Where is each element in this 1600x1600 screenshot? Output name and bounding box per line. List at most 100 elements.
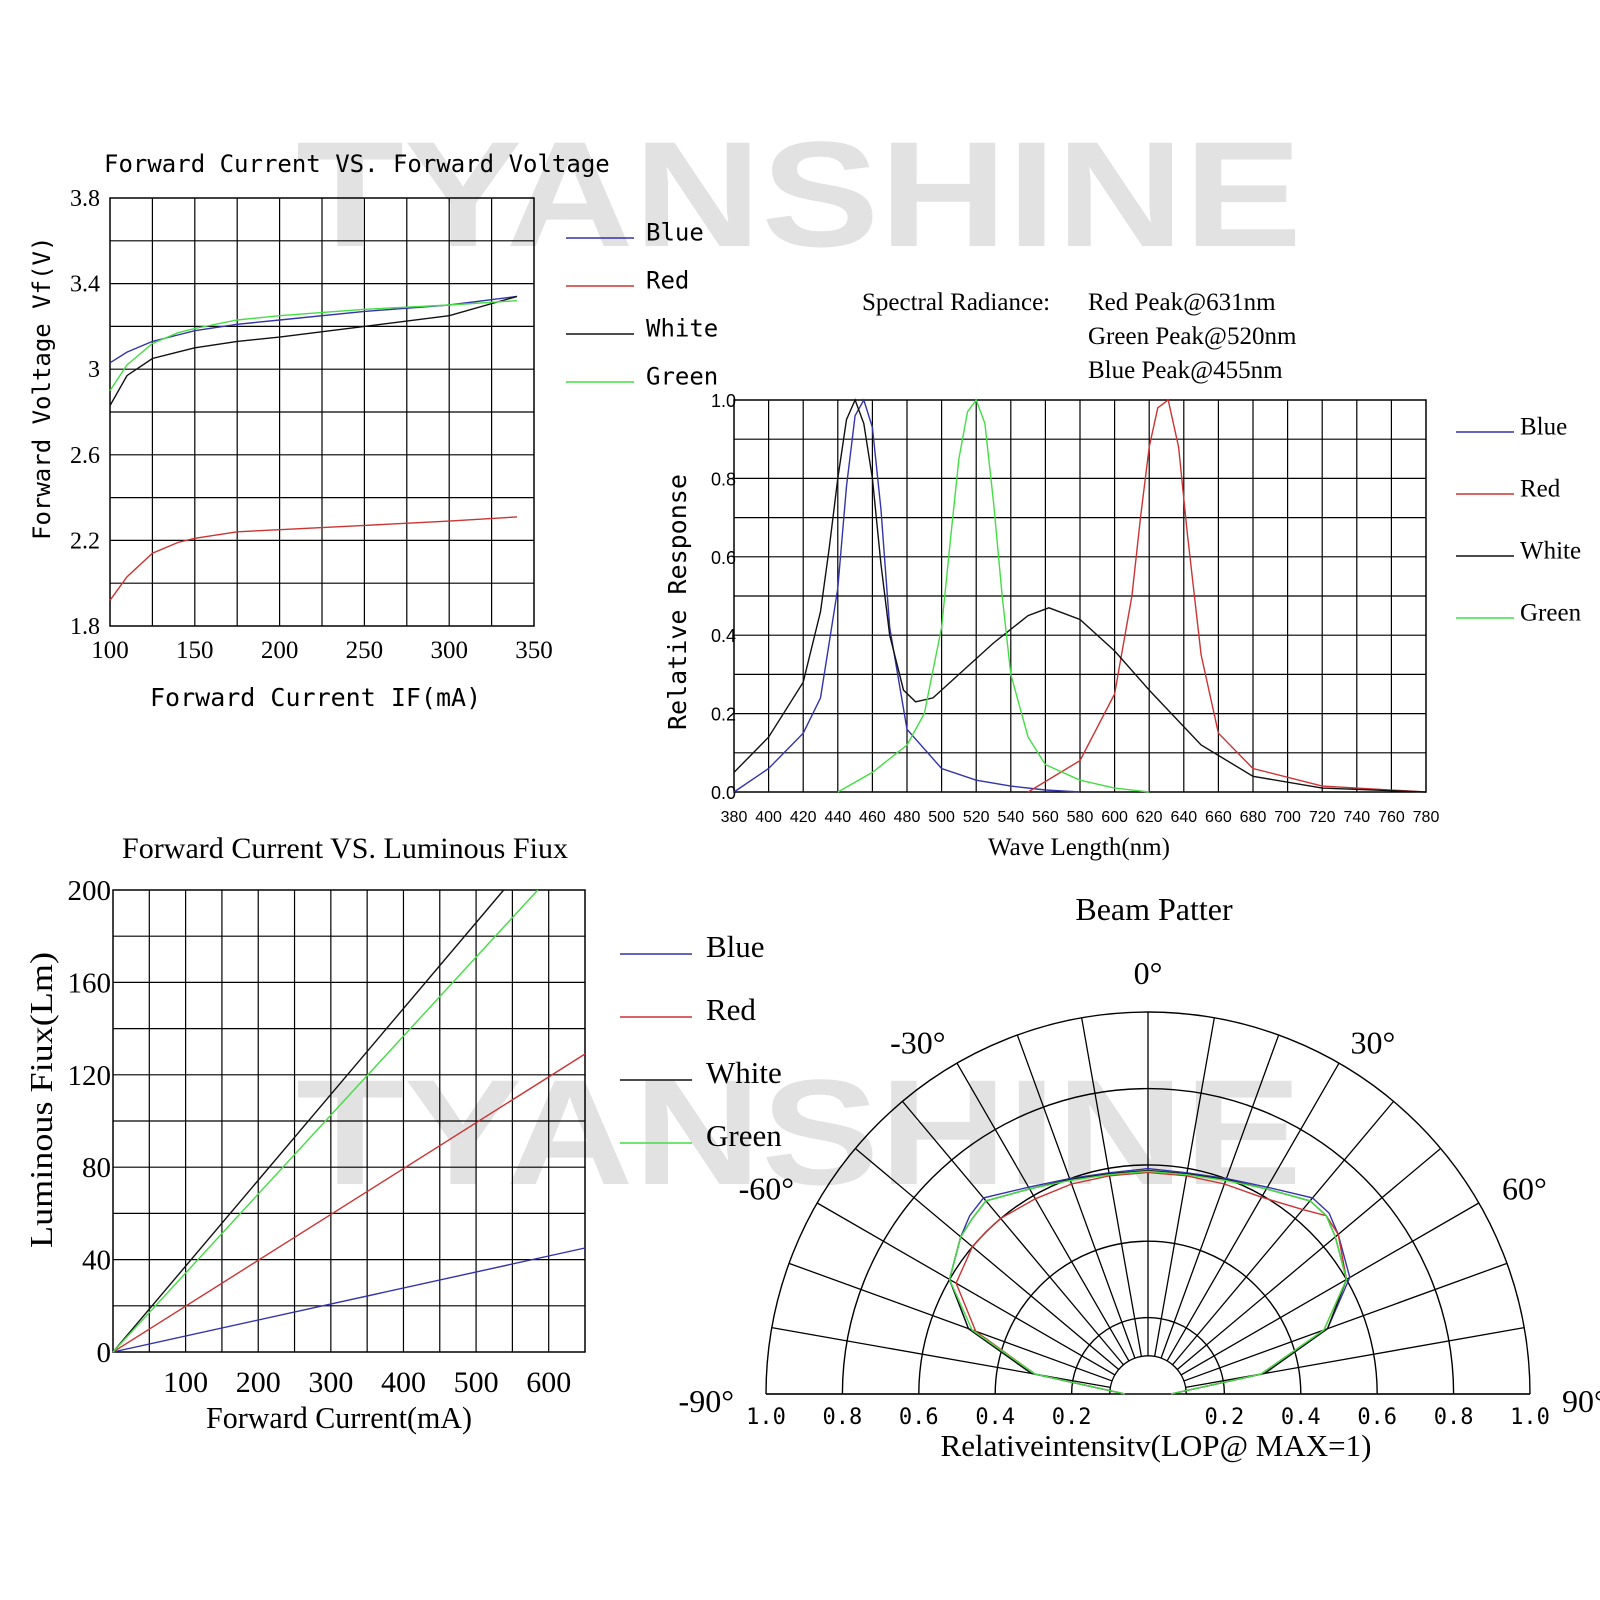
chart-spectral-grid [734, 400, 1426, 792]
chart-flux-xlabel: Forward Current(mA) [206, 1400, 472, 1435]
legend-label-blue: Blue [646, 218, 704, 246]
x-tick-label: 100 [163, 1366, 208, 1399]
beam-radial-tick: 0.8 [1434, 1405, 1474, 1430]
x-tick-label: 150 [176, 637, 214, 664]
beam-radial-tick: 1.0 [746, 1405, 786, 1430]
beam-radial-tick: 0.8 [823, 1405, 863, 1430]
beam-grid-spoke [1176, 1147, 1442, 1370]
x-tick-label: 250 [346, 637, 384, 664]
legend-label-red: Red [646, 266, 689, 294]
y-tick-label: 0.6 [711, 548, 736, 568]
beam-angle-label: 90° [1562, 1383, 1600, 1419]
x-tick-label: 400 [755, 809, 782, 826]
beam-grid-spoke [1153, 1017, 1215, 1357]
chart-flux-grid [113, 890, 585, 1352]
chart-beam-title: Beam Patter [1075, 891, 1233, 927]
y-tick-label: 1.8 [70, 614, 100, 640]
beam-grid-spoke [771, 1327, 1111, 1389]
y-tick-label: 3 [88, 357, 100, 383]
chart-spectral-radiance: Spectral Radiance: Red Peak@631nm Green … [663, 289, 1582, 861]
x-tick-label: 600 [526, 1366, 571, 1399]
series-line-blue [109, 295, 518, 364]
chart-flux-legend: Blue Red White Green [620, 929, 782, 1153]
x-tick-label: 380 [721, 809, 748, 826]
beam-series-red [955, 1171, 1348, 1395]
chart-spectral-peak-blue: Blue Peak@455nm [1088, 357, 1283, 384]
series-line-white [109, 295, 518, 406]
series-line-red [112, 1053, 586, 1353]
chart-vf-x-ticks: 100 150 200 250 300 350 [91, 637, 553, 664]
chart-flux-ylabel: Luminous Fiux(Lm) [23, 952, 59, 1248]
y-tick-label: 3.8 [70, 186, 100, 212]
beam-angle-label: -90° [679, 1383, 734, 1419]
x-tick-label: 460 [859, 809, 886, 826]
x-tick-label: 780 [1413, 809, 1440, 826]
beam-angle-label: 30° [1350, 1024, 1395, 1060]
y-tick-label: 3.4 [70, 272, 100, 298]
watermark-top: TYANSHINE [296, 110, 1302, 278]
x-tick-label: 620 [1136, 809, 1163, 826]
legend-label-green: Green [646, 362, 718, 390]
beam-grid-spoke [1180, 1202, 1480, 1376]
x-tick-label: 560 [1032, 809, 1059, 826]
x-tick-label: 480 [894, 809, 921, 826]
legend-label-red: Red [706, 992, 756, 1027]
x-tick-label: 200 [261, 637, 299, 664]
chart-vf-ylabel: Forward Voltage Vf(V) [28, 237, 56, 540]
series-line-blue [733, 398, 1081, 793]
chart-flux-series [112, 889, 586, 1353]
beam-angle-label: 60° [1502, 1171, 1547, 1207]
beam-grid-spoke [1183, 1262, 1508, 1382]
y-tick-label: 0 [97, 1337, 112, 1369]
series-line-green [109, 300, 518, 391]
y-tick-label: 200 [68, 875, 112, 907]
chart-flux-frame [112, 889, 586, 1353]
watermark-bottom: TYANSHINE [296, 1048, 1302, 1216]
x-tick-label: 740 [1343, 809, 1370, 826]
beam-radial-tick: 1.0 [1510, 1405, 1550, 1430]
beam-grid-spoke [816, 1202, 1116, 1376]
chart-flux-title: Forward Current VS. Luminous Fiux [122, 832, 568, 865]
beam-radial-tick: 0.6 [899, 1405, 939, 1430]
legend-label-white: White [646, 314, 718, 342]
x-tick-label: 100 [91, 637, 129, 664]
series-line-blue [112, 1247, 586, 1353]
chart-forward-voltage: Forward Current VS. Forward Voltage 1.8 2… [28, 150, 718, 712]
x-tick-label: 500 [454, 1366, 499, 1399]
series-line-green [112, 889, 539, 1353]
beam-angle-label: -30° [890, 1024, 945, 1060]
beam-grid-spoke [956, 1062, 1130, 1362]
chart-spectral-x-ticks: 380 400 420 440 460 480 500 520 540 560 580 600 620 6… [721, 809, 1440, 826]
legend-label-white: White [1520, 538, 1581, 565]
beam-grid-spoke [854, 1147, 1120, 1370]
y-tick-label: 0.8 [711, 469, 736, 489]
legend-label-green: Green [706, 1118, 782, 1153]
legend-label-green: Green [1520, 600, 1582, 627]
x-tick-label: 300 [430, 637, 468, 664]
chart-vf-frame [109, 197, 535, 627]
legend-label-white: White [706, 1055, 782, 1090]
y-tick-label: 0.0 [711, 783, 736, 803]
y-tick-label: 2.6 [70, 443, 100, 469]
beam-radial-tick: 0.2 [1052, 1405, 1092, 1430]
x-tick-label: 200 [236, 1366, 281, 1399]
legend-label-blue: Blue [1520, 414, 1567, 441]
beam-angle-label: -60° [739, 1171, 794, 1207]
chart-vf-series [109, 295, 518, 601]
chart-vf-title: Forward Current VS. Forward Voltage [104, 150, 610, 178]
chart-flux-x-ticks: 100 200 300 400 500 600 [163, 1366, 571, 1399]
x-tick-label: 700 [1274, 809, 1301, 826]
chart-spectral-ylabel: Relative Response [663, 474, 692, 730]
beam-grid-spoke [901, 1100, 1124, 1366]
chart-beam-pattern: Beam Patter -90° -60° -30° 0° 30° 60° 90° 1.0 0… [679, 891, 1600, 1463]
x-tick-label: 420 [790, 809, 817, 826]
chart-spectral-xlabel: Wave Length(nm) [988, 834, 1170, 861]
x-tick-label: 720 [1309, 809, 1336, 826]
x-tick-label: 640 [1170, 809, 1197, 826]
beam-grid-spoke [1166, 1062, 1340, 1362]
beam-radial-tick: 0.2 [1205, 1405, 1245, 1430]
x-tick-label: 440 [824, 809, 851, 826]
y-tick-label: 40 [82, 1245, 111, 1277]
chart-beam-angle-labels: -90° -60° -30° 0° 30° 60° 90° [679, 955, 1600, 1419]
chart-spectral-legend: Blue Red White Green [1456, 414, 1582, 627]
